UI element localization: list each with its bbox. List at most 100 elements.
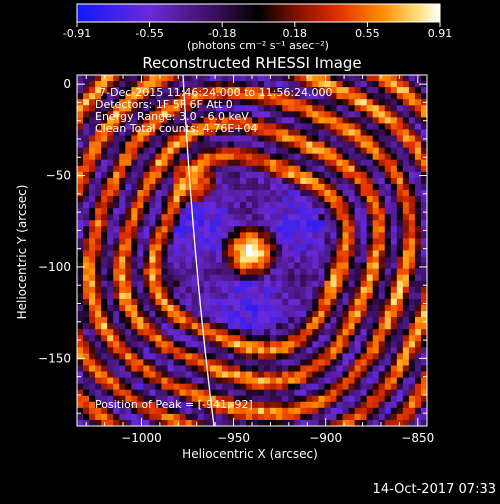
heatmap-cell — [324, 407, 331, 415]
heatmap-cell — [318, 268, 325, 276]
heatmap-cell — [203, 81, 211, 88]
heatmap-cell — [173, 123, 180, 130]
heatmap-cell — [378, 183, 386, 191]
heatmap-cell — [197, 189, 205, 197]
heatmap-cell — [179, 353, 187, 360]
heatmap-cell — [282, 274, 289, 282]
heatmap-cell — [402, 214, 410, 221]
heatmap-cell — [294, 99, 301, 106]
heatmap-cell — [191, 232, 199, 239]
heatmap-cell — [402, 335, 410, 342]
heatmap-cell — [288, 286, 295, 294]
heatmap-cell — [264, 419, 271, 426]
heatmap-cell — [83, 341, 90, 348]
heatmap-cell — [276, 93, 283, 100]
heatmap-cell — [354, 341, 362, 348]
heatmap-cell — [282, 226, 289, 233]
heatmap-cell — [342, 123, 349, 130]
heatmap-cell — [95, 202, 102, 209]
heatmap-cell — [390, 256, 398, 263]
heatmap-cell — [197, 202, 205, 209]
heatmap-cell — [402, 141, 410, 149]
heatmap-cell — [173, 117, 180, 124]
heatmap-cell — [197, 389, 205, 397]
x-tick-label: −900 — [309, 431, 342, 445]
heatmap-cell — [197, 359, 205, 366]
heatmap-cell — [113, 359, 120, 366]
heatmap-cell — [348, 183, 355, 191]
heatmap-cell — [384, 81, 392, 88]
heatmap-cell — [89, 129, 96, 136]
heatmap-cell — [384, 135, 392, 142]
heatmap-cell — [149, 177, 156, 185]
heatmap-cell — [420, 214, 427, 221]
heatmap-cell — [330, 99, 337, 106]
heatmap-cell — [215, 244, 223, 251]
heatmap-cell — [89, 123, 96, 130]
heatmap-cell — [161, 189, 168, 197]
heatmap-cell — [95, 298, 102, 306]
heatmap-cell — [372, 147, 380, 155]
heatmap-cell — [101, 335, 108, 342]
heatmap-cell — [288, 111, 295, 118]
heatmap-cell — [336, 286, 343, 294]
heatmap-cell — [155, 244, 162, 251]
heatmap-cell — [173, 153, 180, 161]
heatmap-cell — [372, 280, 380, 288]
heatmap-cell — [300, 262, 307, 270]
heatmap-cell — [107, 214, 114, 221]
heatmap-cell — [77, 87, 84, 94]
heatmap-cell — [324, 280, 331, 288]
heatmap-cell — [95, 389, 102, 397]
heatmap-cell — [95, 341, 102, 348]
heatmap-cell — [95, 268, 102, 276]
heatmap-cell — [131, 238, 138, 245]
heatmap-cell — [245, 274, 253, 282]
heatmap-cell — [390, 413, 398, 421]
heatmap-cell — [318, 256, 325, 263]
heatmap-cell — [264, 177, 271, 185]
heatmap-cell — [312, 123, 319, 130]
heatmap-cell — [113, 377, 120, 385]
heatmap-cell — [270, 208, 277, 215]
heatmap-cell — [318, 99, 325, 106]
heatmap-cell — [270, 347, 277, 354]
heatmap-cell — [402, 371, 410, 378]
heatmap-cell — [312, 371, 319, 378]
heatmap-cell — [131, 377, 138, 385]
heatmap-cell — [119, 189, 126, 197]
heatmap-cell — [89, 419, 96, 426]
heatmap-cell — [191, 359, 199, 366]
heatmap-cell — [378, 165, 386, 173]
heatmap-cell — [101, 183, 108, 191]
heatmap-cell — [414, 341, 422, 348]
heatmap-cell — [101, 208, 108, 215]
heatmap-cell — [113, 105, 120, 112]
heatmap-cell — [119, 226, 126, 233]
heatmap-cell — [300, 141, 307, 149]
heatmap-cell — [203, 311, 211, 318]
heatmap-cell — [185, 401, 193, 409]
heatmap-cell — [270, 395, 277, 403]
heatmap-cell — [209, 335, 217, 342]
heatmap-cell — [149, 129, 156, 136]
heatmap-cell — [384, 189, 392, 197]
heatmap-cell — [233, 341, 241, 348]
heatmap-cell — [366, 250, 374, 257]
heatmap-cell — [95, 292, 102, 300]
heatmap-cell — [161, 389, 168, 397]
heatmap-cell — [143, 413, 150, 421]
heatmap-cell — [113, 389, 120, 397]
heatmap-cell — [125, 141, 132, 149]
heatmap-cell — [366, 117, 374, 124]
heatmap-cell — [396, 105, 404, 112]
heatmap-cell — [221, 111, 229, 118]
heatmap-cell — [167, 365, 174, 372]
heatmap-cell — [288, 214, 295, 221]
heatmap-cell — [276, 244, 283, 251]
heatmap-cell — [173, 250, 180, 257]
heatmap-cell — [143, 274, 150, 282]
colorbar-tick-label: 0.91 — [428, 27, 453, 40]
heatmap-cell — [312, 238, 319, 245]
heatmap-cell — [143, 389, 150, 397]
